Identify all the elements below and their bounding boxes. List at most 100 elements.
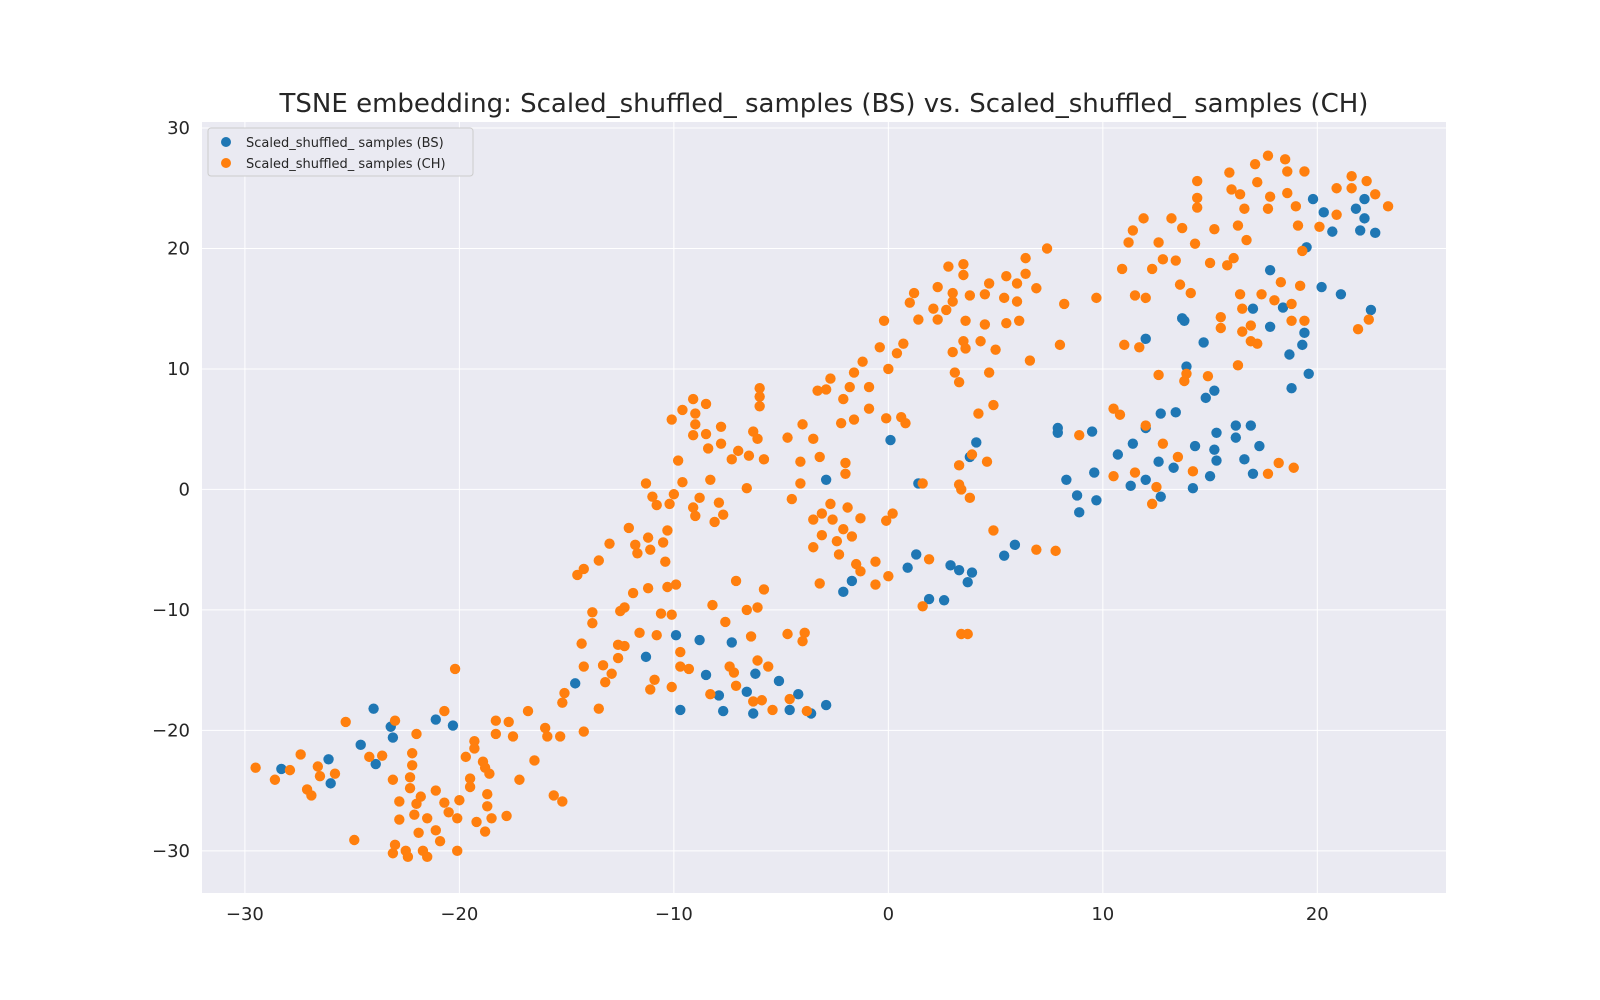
data-point-ch <box>486 813 497 824</box>
data-point-bs <box>820 474 832 485</box>
data-point-ch <box>666 681 677 693</box>
y-tick-label: −20 <box>152 720 190 741</box>
data-point-ch <box>651 499 662 511</box>
data-point-bs <box>1061 474 1072 485</box>
data-point-bs <box>773 675 785 687</box>
data-point-ch <box>269 774 281 785</box>
data-point-ch <box>715 438 727 449</box>
data-point-ch <box>1157 438 1169 449</box>
data-point-ch <box>705 689 716 700</box>
data-point-ch <box>932 281 943 293</box>
data-point-ch <box>677 404 688 416</box>
data-point-ch <box>666 414 677 425</box>
data-point-bs <box>430 714 441 725</box>
x-tick-label: −30 <box>226 904 264 925</box>
data-point-ch <box>657 537 669 548</box>
data-point-bs <box>885 434 896 446</box>
data-point-bs <box>1254 440 1265 452</box>
data-point-ch <box>973 408 984 419</box>
data-point-ch <box>709 516 720 528</box>
data-point-bs <box>670 629 682 641</box>
data-point-ch <box>484 768 495 779</box>
data-point-ch <box>675 661 686 672</box>
data-point-ch <box>748 696 759 707</box>
data-point-ch <box>404 782 416 794</box>
data-point-ch <box>917 478 928 489</box>
data-point-ch <box>593 555 604 566</box>
data-point-ch <box>670 579 682 590</box>
data-point-ch <box>808 542 819 553</box>
data-point-ch <box>700 398 712 410</box>
data-point-ch <box>1153 369 1164 381</box>
legend-box <box>207 127 474 177</box>
data-point-ch <box>981 456 993 467</box>
data-point-ch <box>660 556 671 567</box>
data-point-ch <box>1013 315 1025 326</box>
data-point-ch <box>439 705 450 717</box>
data-point-ch <box>857 356 868 367</box>
legend-marker-bs <box>221 137 231 147</box>
data-point-ch <box>464 781 476 793</box>
data-point-ch <box>1204 257 1216 269</box>
data-point-ch <box>632 548 643 559</box>
data-point-bs <box>1230 420 1242 431</box>
x-tick-label: −10 <box>655 904 693 925</box>
data-point-ch <box>1294 280 1306 292</box>
data-point-ch <box>825 498 836 510</box>
data-point-bs <box>1297 339 1308 351</box>
data-point-ch <box>1140 420 1151 431</box>
data-point-ch <box>1346 183 1357 194</box>
data-point-ch <box>1020 252 1031 264</box>
data-point-ch <box>1031 283 1042 294</box>
data-point-ch <box>833 549 845 560</box>
data-point-ch <box>797 636 808 647</box>
data-point-ch <box>941 304 952 316</box>
data-point-ch <box>642 583 654 594</box>
data-point-ch <box>956 484 967 495</box>
data-point-bs <box>640 651 652 663</box>
data-point-ch <box>630 539 641 551</box>
data-point-ch <box>1290 201 1302 212</box>
data-point-ch <box>1331 183 1342 194</box>
data-point-ch <box>349 834 360 846</box>
data-point-ch <box>1288 462 1299 473</box>
data-point-ch <box>1001 317 1012 329</box>
data-point-bs <box>820 699 832 711</box>
data-point-ch <box>422 851 433 863</box>
data-point-ch <box>923 554 935 565</box>
data-point-bs <box>370 758 381 770</box>
data-point-ch <box>891 348 903 359</box>
data-point-ch <box>668 489 680 500</box>
data-point-ch <box>756 695 767 706</box>
data-point-ch <box>754 391 765 402</box>
data-point-ch <box>645 544 656 555</box>
data-point-ch <box>666 609 677 620</box>
data-point-ch <box>490 715 502 726</box>
data-point-ch <box>612 652 624 664</box>
data-point-ch <box>387 848 399 859</box>
data-point-bs <box>1204 470 1216 482</box>
data-point-bs <box>1187 483 1199 494</box>
legend-label-ch: Scaled_shuffled_ samples (CH) <box>246 157 446 172</box>
data-point-ch <box>1275 277 1287 288</box>
data-point-ch <box>881 413 892 424</box>
data-point-ch <box>1382 201 1394 212</box>
data-point-ch <box>482 789 493 800</box>
data-point-bs <box>923 593 935 605</box>
data-point-bs <box>355 739 366 751</box>
data-point-ch <box>979 319 991 330</box>
data-point-ch <box>1189 238 1201 249</box>
data-point-bs <box>953 564 965 576</box>
data-point-bs <box>1247 303 1259 314</box>
data-point-ch <box>1226 184 1237 195</box>
data-point-bs <box>938 595 950 606</box>
data-point-bs <box>784 704 795 716</box>
data-point-ch <box>548 790 559 801</box>
data-point-ch <box>1054 339 1066 351</box>
x-tick-label: 0 <box>883 904 894 925</box>
data-point-ch <box>863 403 875 414</box>
data-point-ch <box>1129 290 1141 301</box>
data-point-ch <box>406 760 418 771</box>
data-point-ch <box>604 538 615 549</box>
data-point-ch <box>835 417 847 429</box>
